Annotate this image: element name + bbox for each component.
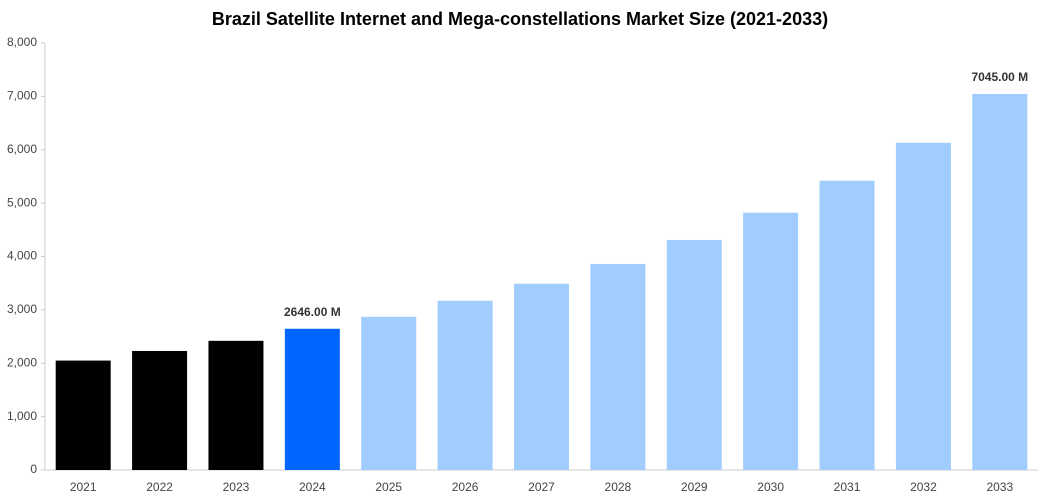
x-tick-label: 2027 <box>528 480 555 494</box>
x-tick-label: 2025 <box>375 480 402 494</box>
bar <box>972 93 1028 471</box>
y-tick-label: 7,000 <box>7 89 37 103</box>
y-tick-label: 3,000 <box>7 302 37 316</box>
bar <box>590 263 646 470</box>
x-tick-label: 2031 <box>834 480 861 494</box>
x-tick-label: 2022 <box>146 480 173 494</box>
bar <box>132 350 188 470</box>
x-tick-label: 2030 <box>757 480 784 494</box>
y-tick-label: 0 <box>30 462 37 476</box>
bar <box>514 283 569 470</box>
bar <box>743 212 799 471</box>
bar <box>284 328 340 470</box>
y-tick-label: 1,000 <box>7 409 37 423</box>
x-tick-label: 2023 <box>223 480 250 494</box>
x-tick-label: 2026 <box>452 480 479 494</box>
x-tick-label: 2032 <box>910 480 937 494</box>
bar <box>437 300 493 470</box>
x-tick-label: 2024 <box>299 480 326 494</box>
y-tick-label: 5,000 <box>7 195 37 209</box>
bar <box>55 360 111 470</box>
y-tick-label: 4,000 <box>7 249 37 263</box>
x-tick-label: 2033 <box>986 480 1013 494</box>
x-tick-label: 2028 <box>605 480 632 494</box>
bar <box>819 180 875 470</box>
bar <box>666 239 722 470</box>
x-tick-label: 2029 <box>681 480 708 494</box>
value-label: 7045.00 M <box>971 70 1028 84</box>
value-label: 2646.00 M <box>284 305 341 319</box>
x-tick-label: 2021 <box>70 480 97 494</box>
y-tick-label: 2,000 <box>7 355 37 369</box>
bar <box>895 142 951 470</box>
y-tick-label: 6,000 <box>7 142 37 156</box>
bar <box>361 316 417 470</box>
y-tick-label: 8,000 <box>7 35 37 49</box>
bar <box>208 340 264 470</box>
chart-title: Brazil Satellite Internet and Mega-const… <box>212 9 828 29</box>
